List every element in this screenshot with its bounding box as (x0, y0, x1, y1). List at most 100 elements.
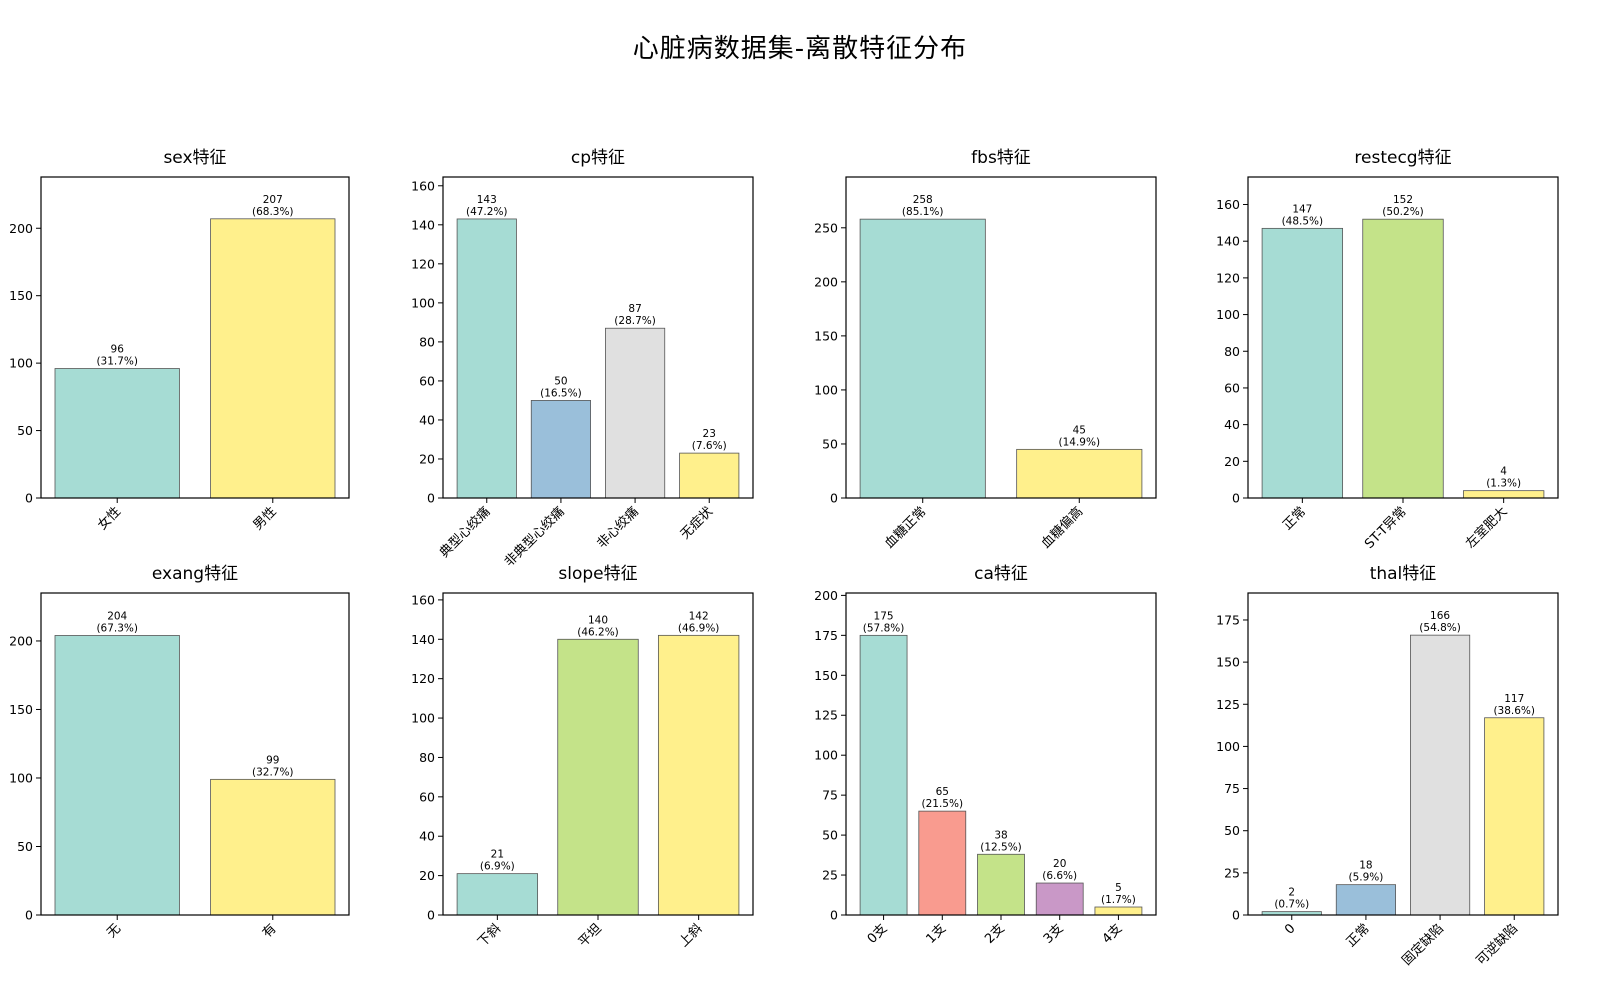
x-tick-label: 0 (1282, 921, 1298, 937)
subplot-title: sex特征 (163, 148, 226, 168)
x-tick-label: 男性 (251, 504, 280, 533)
y-tick-label: 50 (17, 423, 33, 438)
bar (918, 810, 967, 916)
y-tick-label: 100 (411, 295, 435, 310)
subplot-cp: cp特征 143(47.2%) 典型心绞痛 50(16.5%) 非典型心绞痛 87(28.… (411, 148, 754, 570)
y-tick-label: 20 (419, 451, 435, 466)
y-tick-label: 75 (1224, 781, 1240, 796)
y-tick-label: 100 (814, 748, 838, 763)
bar-value-label: 258 (913, 194, 933, 206)
y-tick-label: 80 (1224, 344, 1240, 359)
x-tick-label: ST-T异常 (1362, 504, 1410, 552)
y-tick-label: 0 (830, 491, 838, 506)
x-tick-label: 非心绞痛 (594, 504, 642, 552)
bar-value-label: 87 (628, 303, 641, 315)
y-tick-label: 200 (814, 274, 838, 289)
bar-value-label: 143 (477, 194, 497, 206)
bar-percent-label: (0.7%) (1274, 899, 1309, 911)
bar-value-label: 99 (266, 754, 279, 766)
bar (1362, 218, 1444, 499)
y-tick-label: 150 (814, 668, 838, 683)
x-tick-label: 1支 (923, 921, 949, 947)
axes-frame (442, 176, 754, 499)
y-tick-label: 80 (419, 334, 435, 349)
subplot-title: slope特征 (558, 564, 637, 584)
x-tick-label: 2支 (982, 921, 1008, 947)
x-tick-label: 有 (260, 921, 280, 941)
y-tick-label: 120 (411, 256, 435, 271)
bar (210, 218, 336, 499)
y-tick-label: 40 (419, 412, 435, 427)
bar (859, 218, 986, 499)
bar-value-label: 23 (703, 428, 716, 440)
y-tick-label: 100 (9, 356, 33, 371)
x-tick-label: 非典型心绞痛 (501, 504, 567, 570)
bar-value-label: 38 (994, 829, 1007, 841)
bar-percent-label: (5.9%) (1348, 872, 1383, 884)
bar-percent-label: (14.9%) (1059, 436, 1101, 448)
bar (1016, 448, 1143, 499)
bar-value-label: 18 (1359, 860, 1372, 872)
y-tick-label: 50 (17, 839, 33, 854)
x-tick-label: 血糖偏高 (1038, 504, 1086, 552)
bar (1335, 884, 1396, 916)
y-tick-label: 0 (427, 491, 435, 506)
x-tick-label: 3支 (1041, 921, 1067, 947)
y-tick-label: 150 (814, 328, 838, 343)
bar-value-label: 166 (1430, 610, 1450, 622)
y-tick-label: 40 (1224, 417, 1240, 432)
bar-percent-label: (67.3%) (96, 622, 138, 634)
y-tick-label: 20 (1224, 454, 1240, 469)
x-tick-label: 可逆缺陷 (1473, 921, 1521, 969)
x-tick-label: 左室肥大 (1462, 504, 1510, 552)
bar-percent-label: (6.9%) (480, 861, 515, 873)
axes-frame (40, 176, 350, 499)
bar (1410, 634, 1471, 916)
subplot-ca: ca特征175(57.8%)0支65(21.5%)1支38(12.5%)2支20… (814, 564, 1157, 947)
x-tick-label: 上斜 (676, 921, 705, 950)
bar (679, 452, 740, 499)
axes-frame (1247, 176, 1559, 499)
subplot-title: exang特征 (152, 564, 238, 584)
x-tick-label: 正常 (1344, 921, 1373, 950)
bar-value-label: 175 (874, 610, 894, 622)
y-tick-label: 150 (9, 702, 33, 717)
bar (605, 327, 666, 499)
y-tick-label: 0 (830, 908, 838, 923)
bar (210, 778, 336, 916)
y-tick-label: 120 (1216, 270, 1240, 285)
bar (1462, 490, 1545, 499)
bar-percent-label: (85.1%) (902, 206, 944, 218)
subplot-sex: sex特征 96(31.7%) 女性 207(68.3%) 男性 0 50 100 150 200 (9, 148, 350, 533)
x-tick-label: 4支 (1100, 921, 1126, 947)
bar-value-label: 45 (1073, 424, 1086, 436)
y-tick-label: 100 (1216, 739, 1240, 754)
bar (1094, 906, 1143, 916)
y-tick-label: 100 (9, 770, 33, 785)
bar-percent-label: (54.8%) (1419, 622, 1461, 634)
bar-value-label: 140 (588, 614, 608, 626)
bar (657, 634, 740, 916)
x-tick-label: 无 (104, 921, 124, 941)
bar-value-label: 50 (554, 375, 567, 387)
bar-percent-label: (28.7%) (614, 315, 656, 327)
x-tick-label: 固定缺陷 (1400, 921, 1447, 968)
bar-percent-label: (12.5%) (980, 841, 1022, 853)
bar-value-label: 152 (1393, 194, 1413, 206)
bar-percent-label: (57.8%) (863, 622, 905, 634)
x-tick-label: 无症状 (678, 504, 716, 542)
y-tick-label: 20 (419, 868, 435, 883)
bar (977, 853, 1025, 916)
y-tick-label: 120 (411, 671, 435, 686)
axes-frame (442, 592, 754, 916)
y-tick-label: 0 (1232, 491, 1240, 506)
subplot-title: thal特征 (1370, 564, 1437, 584)
bar-percent-label: (1.3%) (1486, 478, 1521, 490)
subplot-title: cp特征 (571, 148, 625, 168)
bar-value-label: 96 (111, 344, 125, 356)
y-tick-label: 100 (814, 382, 838, 397)
y-tick-label: 160 (411, 178, 435, 193)
bar-percent-label: (31.7%) (96, 356, 138, 368)
subplot-restecg: restecg特征 147(48.5%) 正常 152(50.2%) ST-T异常 4(1… (1216, 148, 1559, 552)
